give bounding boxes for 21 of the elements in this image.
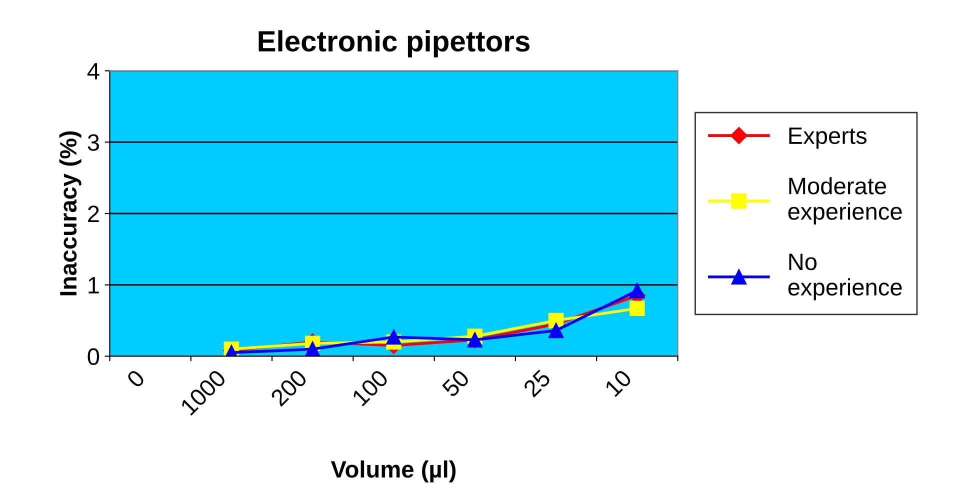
y-tick-label: 0: [88, 348, 100, 366]
x-axis-title: Volume (µl): [330, 460, 456, 482]
x-tick-label: 0: [126, 368, 146, 389]
x-tick-label: 25: [522, 368, 552, 398]
chart-title: Electronic pipettors: [258, 30, 530, 58]
point: [386, 329, 402, 345]
y-axis-title: Inaccuracy (%): [59, 131, 82, 296]
y-tick-label: 1: [88, 277, 99, 294]
y-tick-label: 3: [88, 134, 99, 151]
legend-label: Experts: [789, 128, 867, 149]
point: [548, 322, 564, 338]
x-tick-label: 200: [270, 368, 308, 407]
legend-label: No experience: [788, 254, 902, 300]
x-tick-label: 10: [604, 368, 633, 398]
point: [630, 282, 645, 298]
y-tick-label: 2: [88, 206, 99, 222]
x-tick-label: 100: [351, 368, 390, 407]
point: [630, 300, 645, 316]
x-tick-label: 50: [441, 368, 470, 398]
legend-label: Moderate experience: [788, 177, 902, 225]
y-tick-label: 4: [87, 63, 100, 80]
